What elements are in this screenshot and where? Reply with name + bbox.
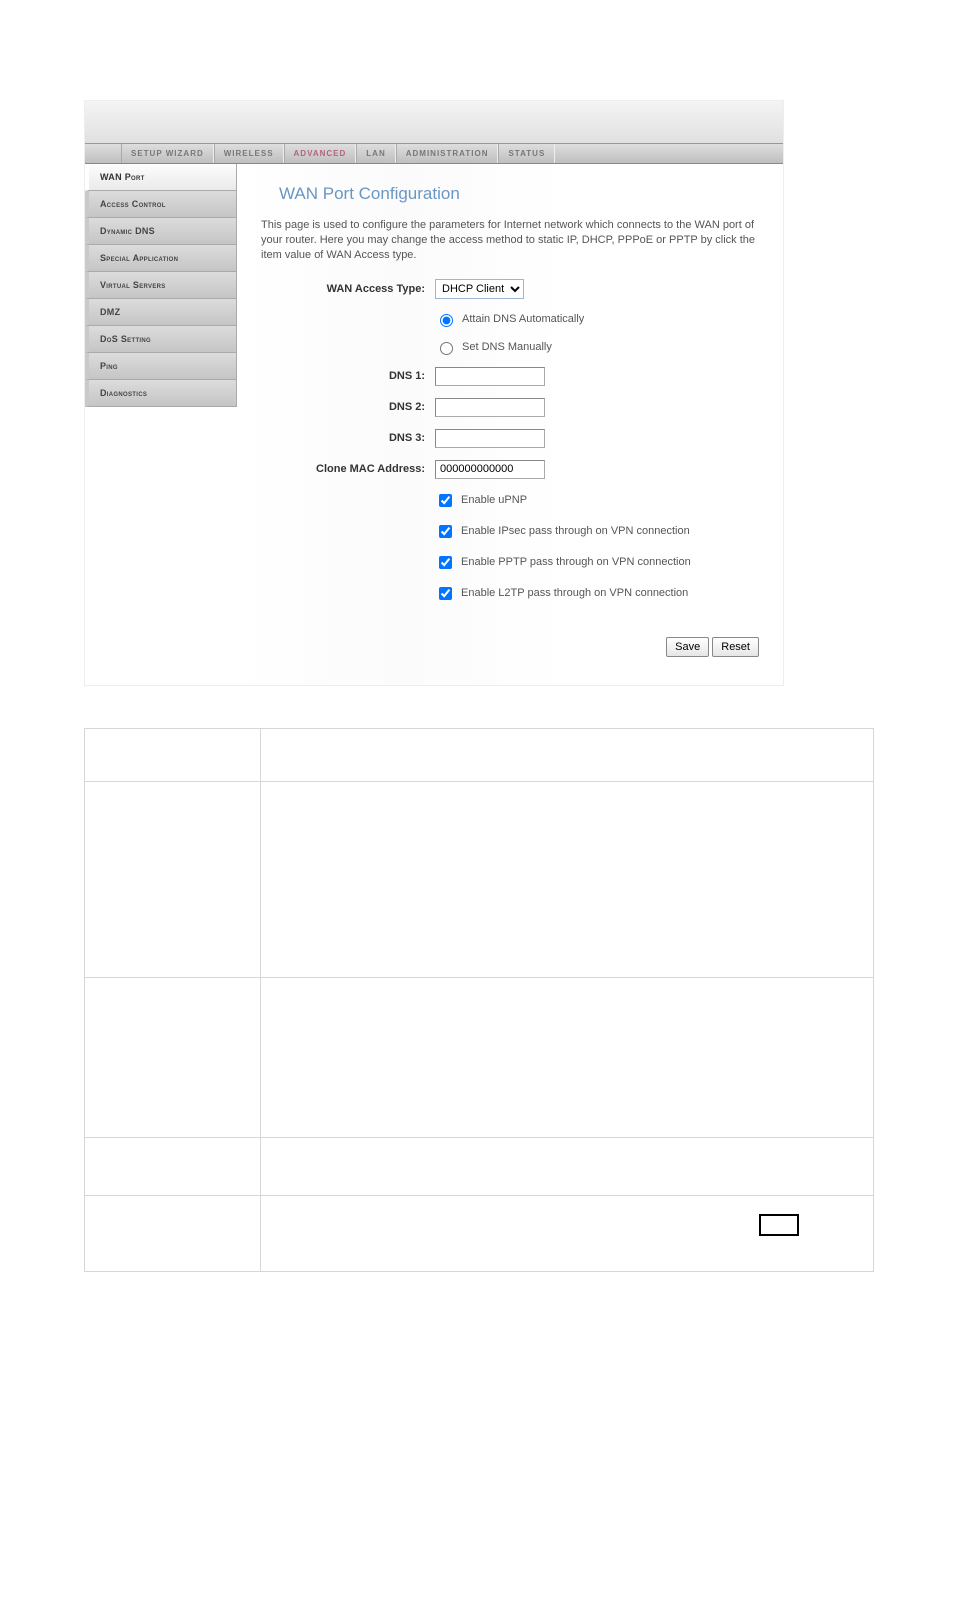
description-table — [84, 728, 874, 1272]
dns2-label: DNS 2: — [261, 401, 435, 413]
dns-auto-label: Attain DNS Automatically — [462, 313, 584, 325]
enable-upnp-checkbox[interactable] — [439, 494, 452, 507]
sidebar-item-dmz[interactable]: DMZ — [85, 299, 237, 326]
sidebar-item-dos-setting[interactable]: DoS Setting — [85, 326, 237, 353]
tab-status[interactable]: Status — [498, 144, 555, 163]
boxed-placeholder — [759, 1214, 799, 1236]
dns-manual-radio[interactable] — [440, 342, 453, 355]
table-row — [261, 977, 874, 1137]
sidebar-item-special-application[interactable]: Special Application — [85, 245, 237, 272]
sidebar-item-wan-port[interactable]: WAN Port — [85, 164, 237, 191]
dns-auto-radio[interactable] — [440, 314, 453, 327]
dns2-input[interactable] — [435, 398, 545, 417]
tab-wireless[interactable]: Wireless — [214, 144, 284, 163]
dns1-label: DNS 1: — [261, 370, 435, 382]
wan-access-type-label: WAN Access Type: — [261, 283, 435, 295]
router-admin-window: Setup Wizard Wireless Advanced LAN Admin… — [84, 100, 784, 686]
table-row — [85, 1195, 261, 1271]
table-row — [261, 1195, 874, 1271]
sidebar: WAN Port Access Control Dynamic DNS Spec… — [85, 164, 237, 685]
tab-lan[interactable]: LAN — [356, 144, 395, 163]
table-row — [261, 781, 874, 977]
enable-upnp-label: Enable uPNP — [461, 494, 527, 506]
enable-l2tp-checkbox[interactable] — [439, 587, 452, 600]
sidebar-item-ping[interactable]: Ping — [85, 353, 237, 380]
page-title: WAN Port Configuration — [279, 184, 759, 204]
brand-banner — [85, 101, 783, 143]
top-tab-bar: Setup Wizard Wireless Advanced LAN Admin… — [85, 143, 783, 164]
reset-button[interactable]: Reset — [712, 637, 759, 657]
dns3-label: DNS 3: — [261, 432, 435, 444]
tab-advanced[interactable]: Advanced — [284, 144, 357, 163]
dns-manual-label: Set DNS Manually — [462, 341, 552, 353]
dns1-input[interactable] — [435, 367, 545, 386]
enable-pptp-checkbox[interactable] — [439, 556, 452, 569]
table-row — [85, 1137, 261, 1195]
sidebar-item-dynamic-dns[interactable]: Dynamic DNS — [85, 218, 237, 245]
sidebar-item-access-control[interactable]: Access Control — [85, 191, 237, 218]
sidebar-item-virtual-servers[interactable]: Virtual Servers — [85, 272, 237, 299]
enable-l2tp-label: Enable L2TP pass through on VPN connecti… — [461, 587, 688, 599]
tab-administration[interactable]: Administration — [396, 144, 499, 163]
dns3-input[interactable] — [435, 429, 545, 448]
clone-mac-label: Clone MAC Address: — [261, 463, 435, 475]
tab-setup-wizard[interactable]: Setup Wizard — [121, 144, 214, 163]
wan-access-type-select[interactable]: DHCP Client — [435, 279, 524, 299]
enable-pptp-label: Enable PPTP pass through on VPN connecti… — [461, 556, 691, 568]
table-row — [261, 1137, 874, 1195]
table-row — [261, 728, 874, 781]
table-row — [85, 977, 261, 1137]
sidebar-item-diagnostics[interactable]: Diagnostics — [85, 380, 237, 407]
enable-ipsec-checkbox[interactable] — [439, 525, 452, 538]
enable-ipsec-label: Enable IPsec pass through on VPN connect… — [461, 525, 690, 537]
page-description: This page is used to configure the param… — [261, 218, 759, 263]
table-row — [85, 781, 261, 977]
table-row — [85, 728, 261, 781]
save-button[interactable]: Save — [666, 637, 709, 657]
tab-spacer — [85, 144, 121, 163]
content-pane: WAN Port Configuration This page is used… — [237, 164, 783, 685]
clone-mac-input[interactable] — [435, 460, 545, 479]
